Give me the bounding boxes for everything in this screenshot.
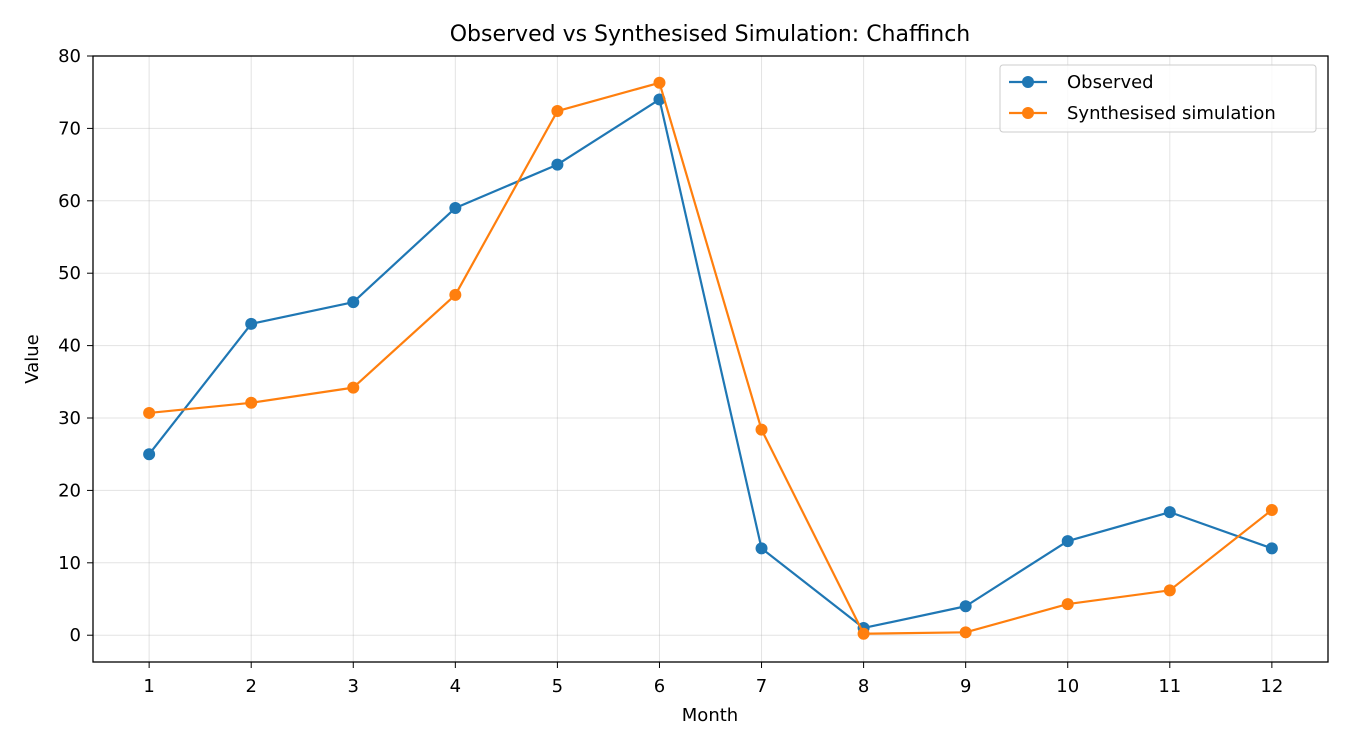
- data-point-synthesised-simulation: [857, 627, 870, 640]
- y-tick-label: 80: [58, 46, 81, 67]
- x-tick-label: 3: [348, 676, 359, 697]
- data-point-observed: [1061, 535, 1074, 548]
- data-point-synthesised-simulation: [1163, 584, 1176, 597]
- data-point-synthesised-simulation: [959, 626, 972, 639]
- x-tick-label: 7: [756, 676, 767, 697]
- x-tick-label: 9: [960, 676, 971, 697]
- series-line-observed: [148, 98, 1273, 630]
- y-tick-label: 10: [58, 553, 81, 574]
- legend-label-synthesised-simulation: Synthesised simulation: [1067, 103, 1276, 124]
- data-point-observed: [1163, 506, 1176, 519]
- series-observed: [143, 93, 1278, 634]
- legend-marker-observed: [1022, 76, 1034, 88]
- data-point-observed: [551, 158, 564, 171]
- data-point-synthesised-simulation: [143, 406, 156, 419]
- y-tick-label: 0: [70, 625, 81, 646]
- legend-box: [999, 64, 1317, 133]
- data-point-synthesised-simulation: [653, 76, 666, 89]
- y-tick-label: 70: [58, 118, 81, 139]
- y-axis-label: Value: [22, 334, 43, 383]
- x-tick-label: 4: [450, 676, 461, 697]
- x-tick-label: 5: [552, 676, 563, 697]
- data-point-observed: [143, 448, 156, 461]
- grid: [93, 55, 1328, 662]
- x-tick-label: 10: [1056, 676, 1079, 697]
- data-series: [143, 76, 1278, 640]
- x-tick-label: 2: [245, 676, 256, 697]
- data-point-observed: [449, 202, 462, 215]
- chart-title: Observed vs Synthesised Simulation: Chaf…: [450, 22, 971, 47]
- data-point-observed: [755, 542, 768, 555]
- data-point-synthesised-simulation: [347, 381, 360, 394]
- data-point-observed: [959, 600, 972, 613]
- series-synthesised-simulation: [143, 76, 1278, 640]
- y-tick-label: 30: [58, 408, 81, 429]
- y-tick-label: 20: [58, 480, 81, 501]
- series-line-synthesised-simulation: [149, 81, 1273, 635]
- x-axis-label: Month: [682, 705, 738, 726]
- plot-area-frame: [92, 55, 1329, 663]
- data-point-synthesised-simulation: [245, 396, 258, 409]
- x-tick-label: 1: [143, 676, 154, 697]
- x-tick-label: 6: [654, 676, 665, 697]
- data-point-observed: [1265, 542, 1278, 555]
- y-tick-label: 60: [58, 191, 81, 212]
- legend-label-observed: Observed: [1067, 72, 1154, 93]
- data-point-synthesised-simulation: [551, 105, 564, 118]
- x-tick-label: 8: [858, 676, 869, 697]
- y-tick-label: 50: [58, 263, 81, 284]
- legend: Observed Synthesised simulation: [999, 64, 1317, 133]
- x-tick-label: 12: [1260, 676, 1283, 697]
- data-point-synthesised-simulation: [1061, 598, 1074, 611]
- x-tick-label: 11: [1158, 676, 1181, 697]
- data-point-observed: [347, 296, 360, 309]
- data-point-observed: [245, 317, 258, 330]
- legend-marker-synthesised-simulation: [1022, 107, 1034, 119]
- data-point-synthesised-simulation: [449, 288, 462, 301]
- data-point-synthesised-simulation: [755, 423, 768, 436]
- data-point-synthesised-simulation: [1265, 503, 1278, 516]
- y-tick-label: 40: [58, 336, 81, 357]
